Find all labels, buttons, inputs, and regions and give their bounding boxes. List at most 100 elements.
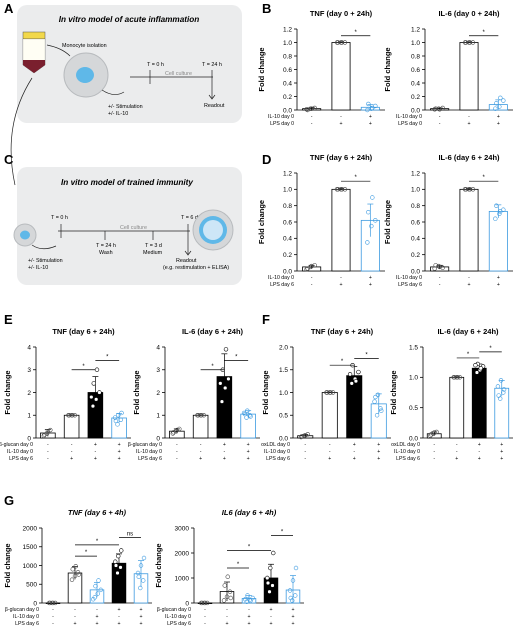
- data-point: [115, 570, 120, 576]
- data-point: [370, 105, 375, 111]
- data-point: [375, 392, 381, 397]
- chart-f-6: TNF (day 6 + 24h) Fold change 0.0 0.5 1.0 1.5…: [261, 327, 391, 462]
- y-tick-label: 0.2: [411, 252, 420, 259]
- data-point: [265, 575, 270, 581]
- data-point: [248, 598, 253, 603]
- condition-sign: +: [118, 456, 121, 462]
- chart-e-4: TNF (day 6 + 24h) Fold change 0 1 2 3 4 * * β-glu…: [0, 327, 131, 462]
- data-point: [202, 600, 208, 606]
- y-tick-label: 4: [156, 344, 160, 351]
- condition-sign: +: [95, 614, 98, 620]
- y-axis-label: Fold change: [383, 47, 392, 91]
- condition-sign: -: [304, 442, 306, 448]
- y-tick-label: 0: [33, 600, 37, 607]
- chart-title: TNF (day 6 + 24h): [52, 327, 115, 336]
- condition-label: LPS day 0: [398, 121, 422, 127]
- condition-sign: -: [200, 442, 202, 448]
- data-point: [270, 583, 275, 588]
- diagram-a-readout-label: Readout: [204, 103, 225, 109]
- condition-sign: -: [311, 114, 313, 120]
- panel-letter-a: A: [4, 1, 14, 16]
- condition-sign: -: [329, 442, 331, 448]
- y-axis-label: Fold change: [3, 543, 12, 587]
- data-point: [98, 587, 103, 593]
- data-point: [47, 600, 53, 606]
- y-tick-label: 1.2: [411, 170, 420, 177]
- diagram-a-t0-label: T = 0 h: [147, 62, 164, 68]
- data-point: [73, 564, 78, 569]
- condition-sign: +: [467, 282, 470, 288]
- significance-label: *: [354, 30, 357, 36]
- condition-label: oxLDL day 0: [391, 442, 420, 448]
- data-point: [195, 413, 201, 418]
- data-point: [222, 583, 227, 588]
- data-point: [467, 187, 473, 192]
- condition-sign: +: [247, 621, 250, 627]
- data-point: [116, 553, 121, 559]
- data-point: [174, 427, 180, 433]
- data-point: [170, 431, 176, 436]
- y-tick-label: 0.4: [411, 236, 420, 243]
- y-axis-label: Fold change: [383, 200, 392, 244]
- condition-sign: -: [118, 614, 120, 620]
- data-point: [241, 410, 247, 416]
- y-tick-label: 0.8: [411, 203, 420, 210]
- data-point: [223, 347, 229, 352]
- panel-letter-c: C: [4, 152, 14, 167]
- bar: [331, 188, 351, 272]
- y-tick-label: 2000: [175, 550, 190, 557]
- significance-label: ns: [127, 531, 133, 537]
- condition-label: IL-10 day 0: [13, 614, 39, 620]
- data-point: [339, 187, 345, 192]
- condition-sign: +: [139, 607, 142, 613]
- data-point: [90, 403, 96, 409]
- panel-letter-g: G: [4, 493, 14, 508]
- condition-sign: -: [270, 614, 272, 620]
- condition-label: LPS day 6: [9, 456, 33, 462]
- condition-sign: +: [247, 456, 250, 462]
- diagram-c-stim-label: +/- Stimulation: [28, 258, 63, 264]
- data-point: [493, 216, 498, 221]
- condition-sign: +: [291, 614, 294, 620]
- condition-sign: -: [353, 449, 355, 455]
- condition-sign: +: [269, 621, 272, 627]
- condition-sign: +: [223, 442, 226, 448]
- condition-sign: +: [497, 275, 500, 281]
- panel-letter-e: E: [4, 312, 13, 327]
- culture-arrow: [101, 89, 125, 95]
- chart-g-9: IL6 (day 6 + 4h) Fold change 0 1000 2000 3000…: [154, 508, 304, 627]
- chart-d-2: TNF (day 6 + 24h) Fold change 0.0 0.2 0.4 0.6…: [257, 153, 385, 288]
- condition-sign: +: [353, 442, 356, 448]
- data-point: [309, 263, 314, 269]
- data-point: [41, 433, 47, 438]
- condition-sign: +: [247, 442, 250, 448]
- data-point: [325, 390, 330, 395]
- significance-label: *: [281, 530, 284, 536]
- y-tick-label: 0.8: [283, 203, 292, 210]
- significance-label: *: [365, 352, 368, 358]
- data-point: [177, 426, 182, 432]
- condition-sign: +: [199, 456, 202, 462]
- condition-sign: +: [94, 456, 97, 462]
- data-point: [342, 187, 348, 192]
- chart-g-8: TNF (day 6 + 4h) Fold change 0 500 1000 1500 2…: [3, 508, 152, 627]
- data-point: [309, 106, 314, 111]
- data-point: [250, 595, 255, 601]
- data-point: [222, 385, 228, 391]
- data-point: [76, 572, 81, 577]
- significance-label: *: [237, 562, 240, 568]
- data-point: [369, 106, 374, 111]
- data-point: [91, 597, 96, 602]
- data-point: [247, 413, 252, 418]
- condition-sign: -: [200, 449, 202, 455]
- condition-sign: +: [500, 456, 503, 462]
- data-point: [228, 595, 233, 601]
- data-point: [173, 428, 179, 434]
- condition-sign: -: [340, 275, 342, 281]
- data-point: [271, 550, 276, 556]
- y-tick-label: 1.2: [411, 26, 420, 33]
- chart-title: IL-6 (day 6 + 24h): [437, 327, 499, 336]
- y-tick-label: 500: [26, 582, 37, 589]
- data-point: [353, 378, 359, 384]
